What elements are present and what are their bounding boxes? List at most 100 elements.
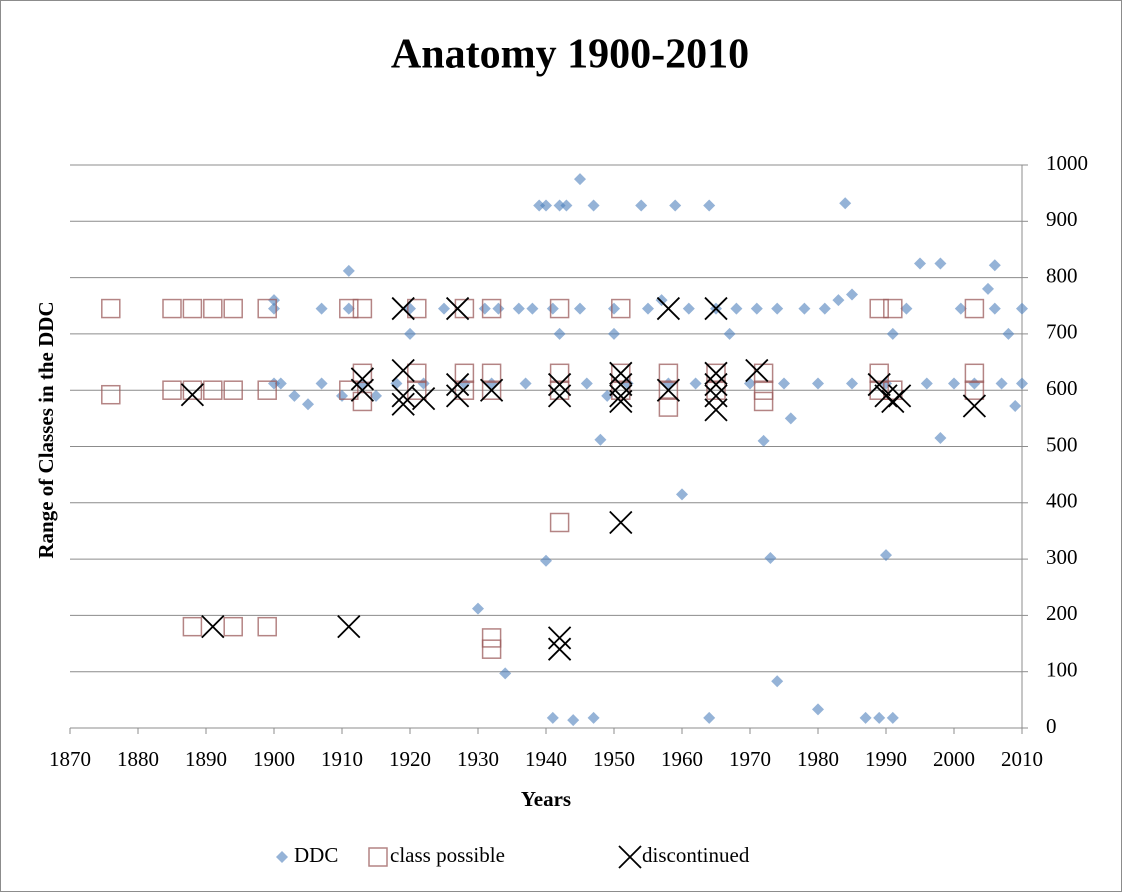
point xyxy=(1016,377,1028,390)
legend-label: DDC xyxy=(294,843,338,867)
point xyxy=(988,259,1001,272)
y-tick-label: 700 xyxy=(1046,320,1078,344)
y-tick-label: 800 xyxy=(1046,263,1078,287)
point xyxy=(611,298,631,319)
point xyxy=(315,302,328,315)
point xyxy=(407,298,427,319)
point xyxy=(533,199,546,212)
point xyxy=(703,711,716,724)
point xyxy=(223,380,243,400)
point xyxy=(988,302,1001,315)
point xyxy=(342,264,355,277)
point xyxy=(846,288,858,301)
chart-title: Anatomy 1900-2010 xyxy=(391,32,749,78)
point xyxy=(274,377,287,390)
point xyxy=(182,298,203,319)
point xyxy=(859,711,872,724)
point xyxy=(350,378,375,402)
point xyxy=(920,377,933,390)
point xyxy=(635,199,648,212)
point xyxy=(869,380,889,400)
point xyxy=(472,602,484,615)
point xyxy=(481,628,502,648)
x-tick-label: 2010 xyxy=(1001,747,1043,771)
point xyxy=(257,380,277,400)
point xyxy=(549,512,570,533)
point xyxy=(658,380,679,400)
point xyxy=(445,372,470,397)
point xyxy=(182,616,203,637)
point xyxy=(391,296,415,321)
point xyxy=(553,199,566,212)
point xyxy=(968,377,981,390)
point xyxy=(546,302,559,315)
point xyxy=(655,294,668,307)
legend-marker xyxy=(276,851,288,863)
point xyxy=(601,389,614,402)
point xyxy=(519,377,532,390)
x-axis-label: Years xyxy=(521,787,571,811)
point xyxy=(750,302,763,315)
point xyxy=(203,298,223,319)
point xyxy=(512,302,525,315)
x-tick-label: 1990 xyxy=(865,747,907,771)
x-tick-label: 1930 xyxy=(457,747,499,771)
point xyxy=(982,282,994,295)
point xyxy=(704,296,728,321)
point xyxy=(914,257,926,270)
point xyxy=(549,298,570,319)
point xyxy=(499,667,512,680)
point xyxy=(391,358,415,383)
point xyxy=(880,549,892,562)
point xyxy=(611,380,631,400)
point xyxy=(162,380,182,400)
point xyxy=(689,377,702,390)
point xyxy=(540,554,552,567)
point xyxy=(656,296,681,321)
point xyxy=(764,551,777,564)
point xyxy=(642,302,654,315)
legend-label: class possible xyxy=(390,843,505,867)
point xyxy=(587,199,600,212)
point xyxy=(948,377,960,390)
point xyxy=(818,302,831,315)
legend-marker xyxy=(368,847,388,867)
point xyxy=(703,199,716,212)
point xyxy=(574,173,586,186)
point xyxy=(478,302,491,315)
point xyxy=(101,384,121,405)
point xyxy=(669,199,682,212)
point xyxy=(676,488,688,501)
point xyxy=(540,199,552,212)
point xyxy=(757,434,770,447)
point xyxy=(873,711,886,724)
point xyxy=(609,510,633,535)
point xyxy=(934,257,947,270)
point xyxy=(257,616,277,637)
point xyxy=(549,380,570,400)
y-tick-label: 400 xyxy=(1046,489,1078,513)
point xyxy=(201,615,225,639)
point xyxy=(315,377,328,390)
point xyxy=(886,711,899,724)
x-tick-label: 1920 xyxy=(389,747,431,771)
point xyxy=(438,302,450,315)
point xyxy=(547,637,572,661)
legend-marker xyxy=(618,845,642,869)
point xyxy=(553,327,566,340)
point xyxy=(706,363,726,384)
point xyxy=(839,197,852,210)
point xyxy=(417,377,430,390)
point xyxy=(223,298,243,319)
y-tick-label: 300 xyxy=(1046,545,1078,569)
point xyxy=(778,377,790,390)
point xyxy=(608,302,620,315)
point xyxy=(995,377,1008,390)
point xyxy=(609,384,633,408)
point xyxy=(560,199,573,212)
point xyxy=(962,394,987,418)
point xyxy=(454,363,475,384)
point xyxy=(445,384,470,408)
point xyxy=(609,361,633,385)
point xyxy=(704,361,728,385)
